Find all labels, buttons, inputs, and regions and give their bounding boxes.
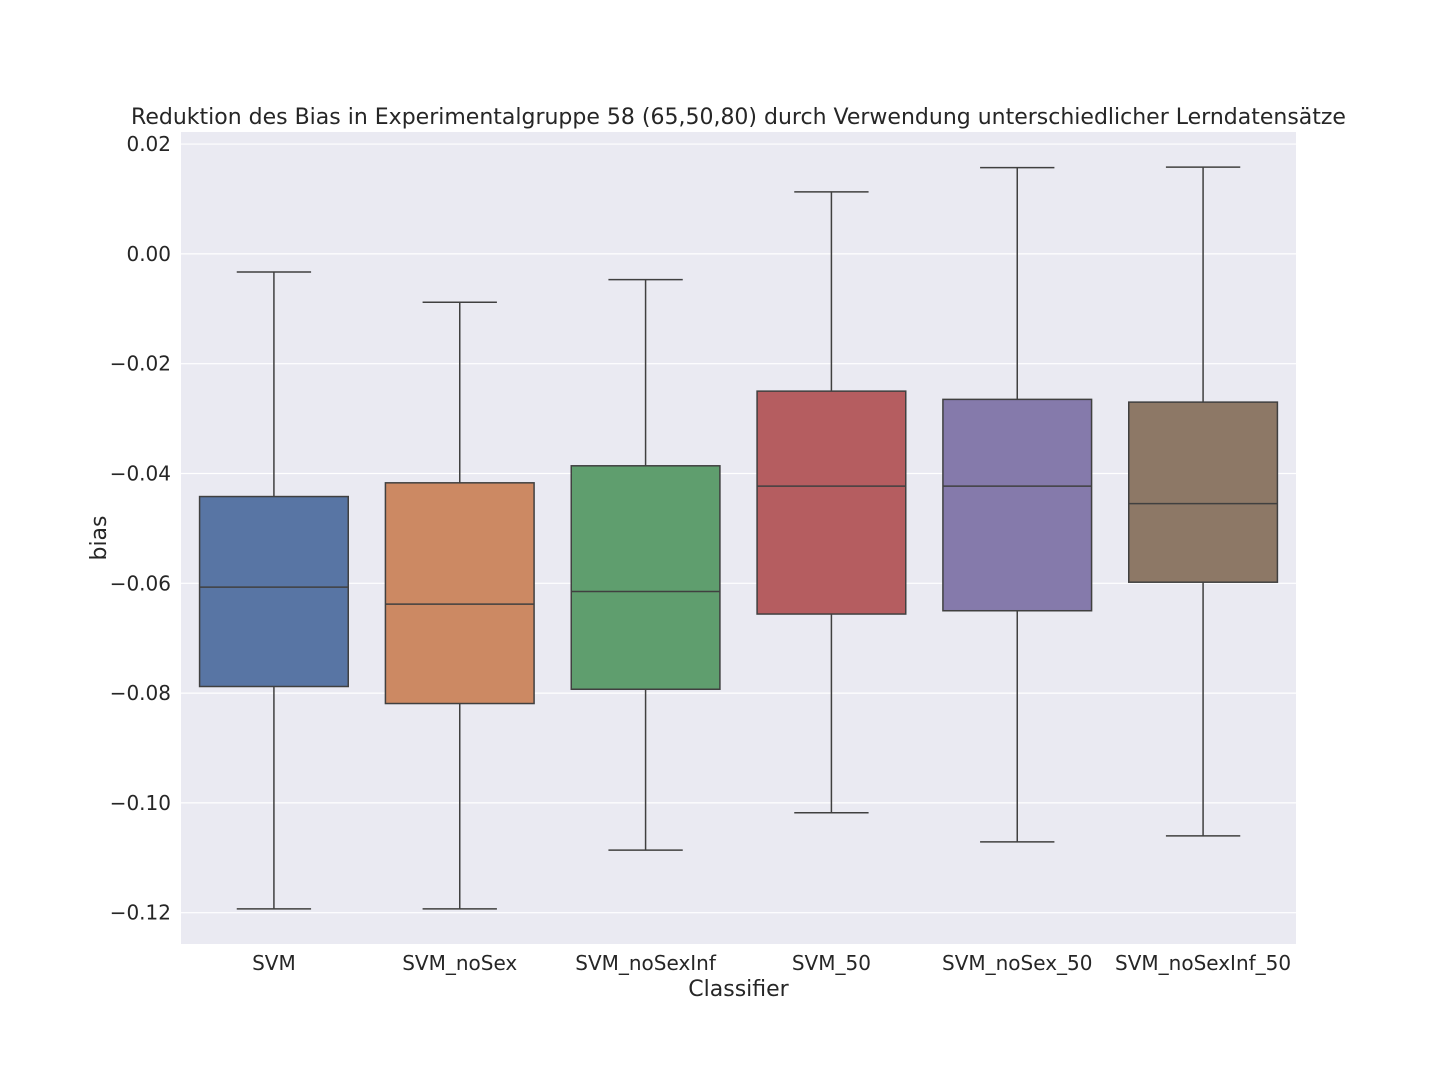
x-axis-label: Classifier	[688, 977, 789, 1002]
chart-title: Reduktion des Bias in Experimentalgruppe…	[131, 105, 1346, 130]
y-axis-label: bias	[87, 515, 112, 560]
plot-area	[181, 132, 1296, 944]
iqr-box	[756, 390, 907, 615]
grid-lines	[181, 143, 1296, 914]
y-tick-label: −0.04	[110, 461, 171, 485]
iqr-box	[384, 482, 535, 705]
iqr-box	[942, 398, 1093, 612]
iqr-box	[198, 495, 349, 688]
box-SVM_noSexInf_50	[1128, 166, 1279, 837]
y-tick-label: −0.12	[110, 901, 171, 925]
box-SVM_noSex_50	[942, 166, 1093, 843]
box-SVM_50	[756, 191, 907, 814]
x-tick-label: SVM_noSexInf_50	[1115, 951, 1291, 975]
y-tick-label: −0.10	[110, 791, 171, 815]
y-tick-label: −0.08	[110, 681, 171, 705]
y-tick-label: −0.06	[110, 571, 171, 595]
x-tick-label: SVM_noSexInf	[575, 951, 717, 975]
y-axis: 0.02 0.00 −0.02 −0.04 −0.06 −0.08 −0.10 −0.12	[110, 132, 171, 925]
x-tick-label: SVM_50	[792, 951, 871, 975]
box-series	[198, 166, 1279, 910]
y-tick-label: 0.02	[126, 132, 171, 156]
x-tick-label: SVM	[252, 951, 296, 975]
x-tick-label: SVM_noSex_50	[942, 951, 1092, 975]
box-SVM_noSexInf	[570, 278, 721, 851]
box-SVM_noSex	[384, 301, 535, 910]
box-SVM	[198, 271, 349, 910]
iqr-box	[570, 465, 721, 691]
iqr-box	[1128, 401, 1279, 583]
x-axis: SVM SVM_noSex SVM_noSexInf SVM_50 SVM_noSex_…	[252, 951, 1291, 975]
y-tick-label: 0.00	[126, 242, 171, 266]
y-tick-label: −0.02	[110, 352, 171, 376]
x-tick-label: SVM_noSex	[402, 951, 517, 975]
